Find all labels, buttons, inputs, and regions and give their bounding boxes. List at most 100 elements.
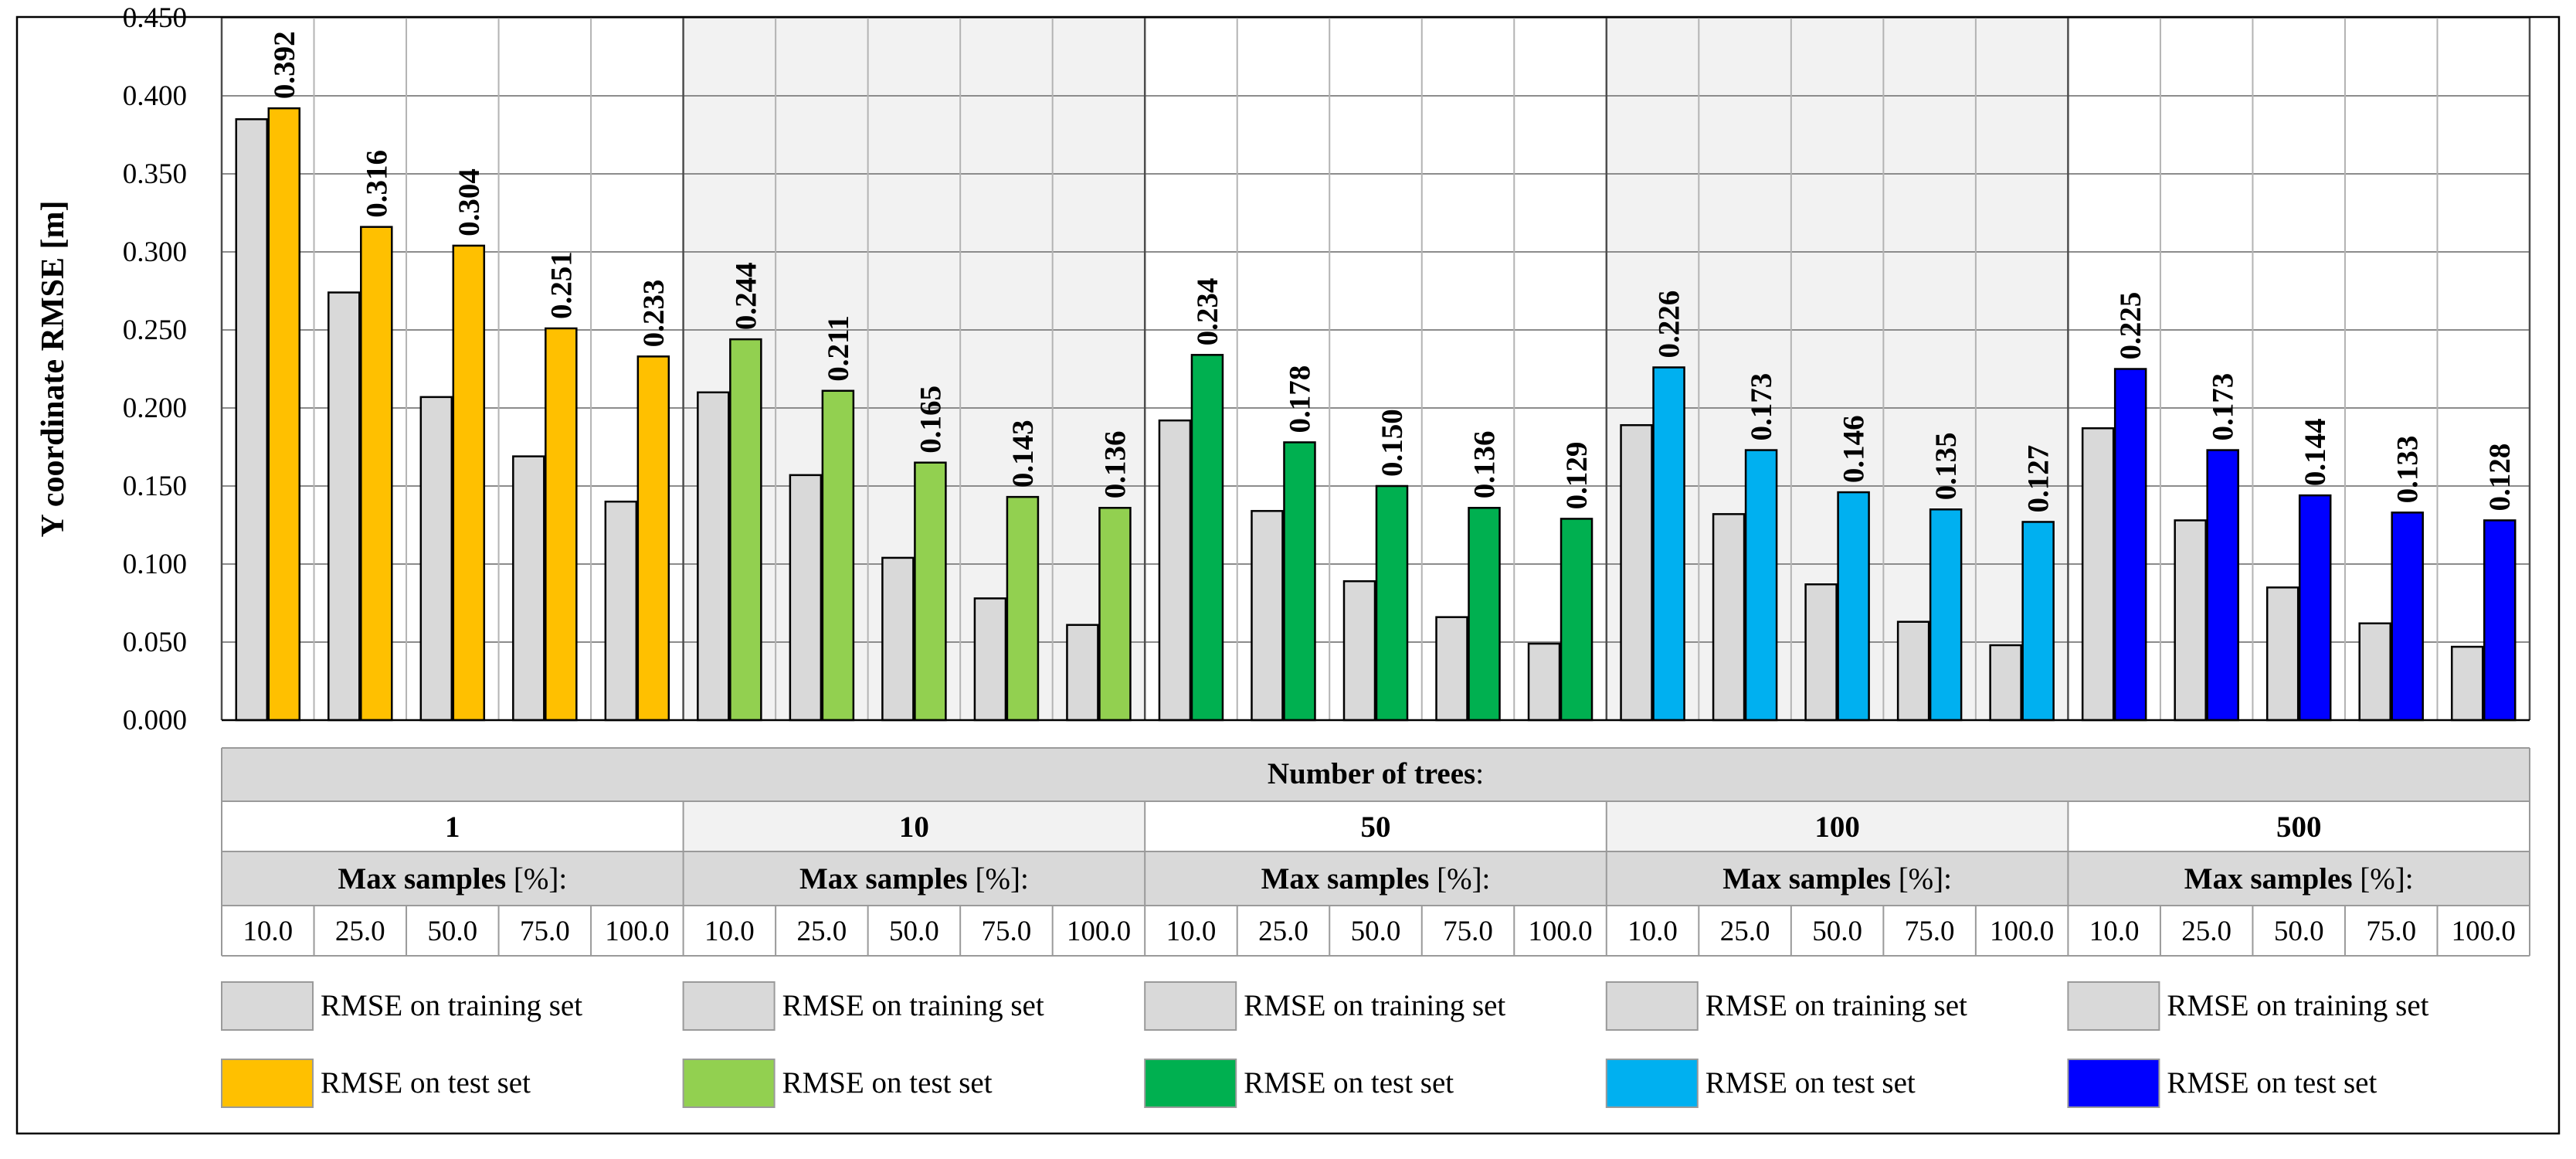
max-samples-label: Max samples [%]: xyxy=(2184,862,2414,896)
x-tick-label: 25.0 xyxy=(2181,916,2232,947)
x-tick-label: 50.0 xyxy=(427,916,477,947)
bar-train xyxy=(1527,642,1561,722)
bar-train xyxy=(973,597,1007,722)
data-label: 0.251 xyxy=(545,251,578,319)
data-label: 0.165 xyxy=(914,386,947,454)
data-label: 0.233 xyxy=(637,280,670,348)
bar-train xyxy=(328,291,361,722)
data-label: 0.128 xyxy=(2483,444,2517,512)
x-tick-label: 10.0 xyxy=(704,916,755,947)
bar-test xyxy=(1837,491,1870,722)
legend-swatch-train xyxy=(221,981,314,1031)
x-tick-label: 100.0 xyxy=(2452,916,2516,947)
x-tick-label: 50.0 xyxy=(2274,916,2324,947)
x-tick-label: 25.0 xyxy=(1720,916,1770,947)
legend-label-train: RMSE on training set xyxy=(1244,989,1505,1022)
y-tick-label: 0.400 xyxy=(123,80,187,112)
bar-train xyxy=(1342,580,1376,722)
data-label: 0.234 xyxy=(1191,278,1224,346)
bar-train xyxy=(1620,423,1653,722)
bar-train xyxy=(2358,622,2391,722)
y-tick-label: 0.200 xyxy=(123,393,187,424)
legend-label-test: RMSE on test set xyxy=(782,1066,993,1100)
bar-test xyxy=(1652,366,1685,722)
y-tick-label: 0.000 xyxy=(123,705,187,736)
x-tick-label: 75.0 xyxy=(2366,916,2416,947)
y-axis-title: Y coordinate RMSE [m] xyxy=(36,201,71,538)
number-of-trees-title: Number of trees: xyxy=(1268,757,1484,790)
bar-test xyxy=(1190,354,1224,722)
bar-train xyxy=(697,391,730,722)
x-tick-label: 10.0 xyxy=(1627,916,1678,947)
data-label: 0.173 xyxy=(2207,373,2240,441)
bar-test xyxy=(267,107,301,722)
legend-swatch-test xyxy=(1605,1059,1699,1108)
x-tick-label: 100.0 xyxy=(1990,916,2054,947)
group-label: 100 xyxy=(1814,811,1860,844)
y-tick-label: 0.450 xyxy=(123,2,187,34)
x-tick-label: 75.0 xyxy=(1443,916,1493,947)
data-label: 0.211 xyxy=(822,315,855,382)
legend-swatch-train xyxy=(1144,981,1237,1031)
data-label: 0.316 xyxy=(360,150,393,218)
bar-train xyxy=(512,455,545,722)
group-label: 1 xyxy=(445,811,460,844)
legend-label-train: RMSE on training set xyxy=(321,989,582,1022)
data-label: 0.226 xyxy=(1653,291,1686,359)
legend-swatch-train xyxy=(2067,981,2160,1031)
group-label: 500 xyxy=(2276,811,2322,844)
legend-label-train: RMSE on training set xyxy=(2167,989,2428,1022)
bar-train xyxy=(1435,616,1468,722)
bar-test xyxy=(914,461,947,722)
bar-train xyxy=(1158,419,1192,722)
group-header-shade xyxy=(683,801,1145,851)
bar-test xyxy=(2206,449,2239,722)
data-label: 0.146 xyxy=(1838,415,1871,483)
data-label: 0.244 xyxy=(729,262,762,330)
max-samples-label: Max samples [%]: xyxy=(799,862,1029,896)
bar-train xyxy=(2174,519,2207,722)
y-tick-label: 0.300 xyxy=(123,236,187,268)
bar-test xyxy=(2298,494,2332,722)
legend-label-test: RMSE on test set xyxy=(1244,1066,1454,1100)
legend-label-test: RMSE on test set xyxy=(1705,1066,1916,1100)
data-label: 0.150 xyxy=(1376,409,1409,477)
y-tick-label: 0.050 xyxy=(123,627,187,658)
data-label: 0.173 xyxy=(1745,373,1778,441)
bar-test xyxy=(1283,441,1316,722)
data-label: 0.136 xyxy=(1468,431,1502,499)
figure-frame xyxy=(15,15,2561,1135)
group-label: 50 xyxy=(1361,811,1391,844)
data-label: 0.133 xyxy=(2391,436,2425,504)
bar-train xyxy=(1896,620,1930,722)
x-tick-label: 50.0 xyxy=(889,916,939,947)
bar-test xyxy=(1006,495,1040,722)
legend-swatch-test xyxy=(1144,1059,1237,1108)
bar-train xyxy=(604,500,638,722)
legend-label-train: RMSE on training set xyxy=(782,989,1044,1022)
bar-train xyxy=(789,474,823,722)
bar-test xyxy=(821,389,855,722)
bar-train xyxy=(2265,586,2299,722)
x-tick-label: 50.0 xyxy=(1351,916,1401,947)
bar-train xyxy=(1804,583,1838,722)
legend-swatch-train xyxy=(1605,981,1699,1031)
data-label: 0.136 xyxy=(1098,431,1132,499)
bar-train xyxy=(1989,644,2022,722)
legend-swatch-test xyxy=(221,1059,314,1108)
data-label: 0.225 xyxy=(2114,292,2147,360)
legend-label-test: RMSE on test set xyxy=(2167,1066,2377,1100)
x-tick-label: 75.0 xyxy=(1905,916,1955,947)
group-label: 10 xyxy=(899,811,929,844)
legend-label-train: RMSE on training set xyxy=(1705,989,1967,1022)
bar-train xyxy=(1251,510,1284,722)
data-label: 0.304 xyxy=(453,168,486,236)
max-samples-label: Max samples [%]: xyxy=(1261,862,1491,896)
bar-train xyxy=(2081,427,2115,722)
x-tick-label: 25.0 xyxy=(1258,916,1308,947)
number-of-trees-header-band xyxy=(222,748,2530,801)
legend-swatch-train xyxy=(682,981,776,1031)
data-label: 0.129 xyxy=(1560,442,1593,510)
